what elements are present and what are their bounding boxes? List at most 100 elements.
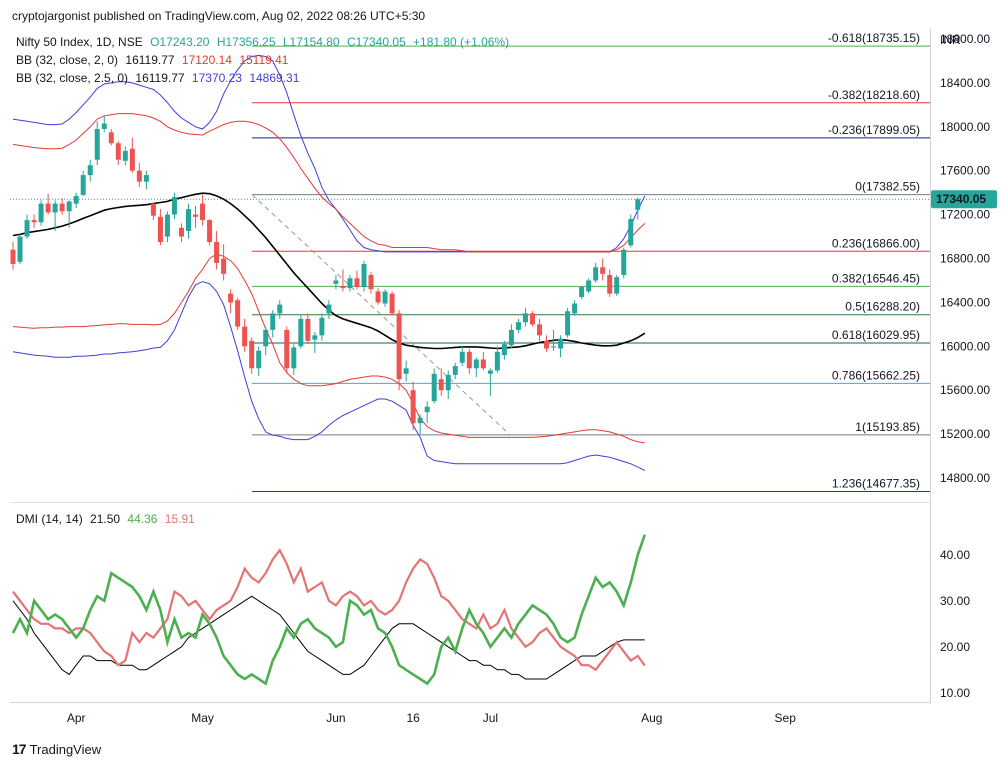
- candle-body-60: [431, 373, 437, 402]
- candle-body-24: [178, 227, 184, 237]
- candle-body-38: [277, 304, 283, 314]
- time-tick-3: 16: [406, 711, 420, 725]
- price-axis-border: [930, 28, 931, 704]
- candle-body-16: [122, 150, 128, 161]
- candle-body-72: [515, 322, 521, 330]
- bb1-legend[interactable]: BB (32, close, 2, 0) 16119.77 17120.14 1…: [16, 53, 292, 67]
- price-tick-5: 16800.00: [940, 252, 990, 266]
- dmi-label: DMI (14, 14): [16, 512, 83, 526]
- candle-body-53: [382, 291, 388, 304]
- candle-body-79: [565, 311, 571, 336]
- bb1-upper-band: [12, 113, 646, 253]
- dmi-adx: 21.50: [90, 512, 121, 526]
- candle-body-63: [452, 366, 458, 375]
- candle-9: [73, 192, 79, 209]
- candle-body-1: [17, 236, 23, 262]
- price-tick-3: 17600.00: [940, 164, 990, 178]
- candle-body-30: [221, 258, 227, 274]
- price-tick-7: 16000.00: [940, 339, 990, 353]
- candle-25: [186, 203, 191, 239]
- candle-body-32: [235, 300, 241, 327]
- candle-body-28: [207, 220, 213, 243]
- price-tick-2: 18000.00: [940, 120, 990, 134]
- fib-level-label-5: 0.382(16546.45): [832, 271, 920, 285]
- fib-level-label-8: 0.786(15662.25): [832, 368, 920, 382]
- symbol-legend[interactable]: Nifty 50 Index, 1D, NSE O17243.20 H17356…: [16, 35, 513, 49]
- dmi-tick-3: 10.00: [940, 686, 970, 700]
- candle-78: [558, 335, 564, 358]
- candle-body-34: [249, 340, 255, 369]
- candle-4: [38, 200, 44, 226]
- candle-32: [235, 298, 241, 330]
- bb2-lower: 14869.31: [249, 71, 300, 85]
- bb2-legend[interactable]: BB (32, close, 2.5, 0) 16119.77 17370.23…: [16, 71, 303, 85]
- candle-55: [396, 310, 402, 391]
- candle-20: [150, 202, 156, 221]
- price-badge-text: 17340.05: [936, 192, 986, 206]
- candle-body-81: [579, 287, 585, 297]
- candle-1: [17, 234, 23, 264]
- candle-body-59: [424, 406, 430, 413]
- candle-72: [515, 318, 521, 334]
- candle-7: [59, 198, 65, 215]
- candle-body-54: [389, 293, 395, 314]
- candle-body-61: [438, 379, 444, 391]
- price-badge-bg: [931, 190, 997, 209]
- fibonacci-retracement[interactable]: -0.618(18735.15) -0.382(18218.60) -0.236(1…: [10, 31, 930, 493]
- candle-50: [361, 260, 367, 292]
- candle-21: [157, 209, 163, 246]
- candle-body-49: [354, 278, 360, 288]
- time-tick-6: Sep: [775, 711, 797, 725]
- candle-body-64: [459, 351, 465, 363]
- candle-body-50: [361, 264, 367, 288]
- candle-2: [24, 214, 30, 239]
- candle-48: [347, 274, 353, 292]
- candle-23: [171, 192, 177, 219]
- candle-79: [565, 307, 571, 338]
- candle-body-12: [94, 128, 100, 160]
- candle-44: [319, 313, 325, 341]
- candle-35: [256, 346, 262, 376]
- candle-body-33: [242, 326, 248, 347]
- candle-body-88: [628, 218, 634, 246]
- dmi-legend[interactable]: DMI (14, 14) 21.50 44.36 15.91: [16, 512, 199, 526]
- candle-body-65: [466, 351, 472, 369]
- candle-24: [178, 223, 184, 243]
- time-tick-4: Jul: [483, 711, 498, 725]
- ohlc-open: O17243.20: [150, 35, 210, 49]
- candle-33: [242, 318, 248, 352]
- candle-22: [164, 211, 170, 243]
- candle-36: [263, 326, 269, 356]
- bb1-upper: 17120.14: [181, 53, 232, 67]
- candle-83: [593, 262, 599, 283]
- fib-level-label-9: 1(15193.85): [855, 420, 920, 434]
- candle-37: [270, 310, 276, 338]
- candle-body-89: [635, 199, 641, 210]
- candle-30: [221, 244, 227, 281]
- candle-38: [277, 300, 283, 319]
- candle-body-83: [593, 267, 599, 281]
- bb2-lower-band: [12, 281, 646, 471]
- candle-8: [66, 200, 72, 228]
- candle-body-41: [298, 318, 304, 347]
- publisher-line: cryptojargonist published on TradingView…: [12, 9, 426, 23]
- candle-body-23: [171, 197, 177, 215]
- candle-body-0: [10, 249, 16, 264]
- candle-body-84: [600, 267, 606, 274]
- fib-trend-line: [251, 194, 511, 436]
- dmi-minus-di: 15.91: [164, 512, 195, 526]
- candle-61: [438, 368, 444, 396]
- candle-58: [417, 414, 423, 435]
- fib-level-label-7: 0.618(16029.95): [832, 328, 920, 342]
- candle-86: [614, 274, 620, 296]
- tradingview-brand[interactable]: 17 TradingView: [12, 741, 101, 757]
- candle-12: [94, 121, 100, 166]
- candle-57: [410, 381, 416, 430]
- dmi-plus-di: 44.36: [127, 512, 158, 526]
- candle-13: [101, 115, 107, 133]
- ohlc-close: C17340.05: [346, 35, 406, 49]
- candle-body-7: [59, 203, 65, 212]
- candle-51: [368, 271, 374, 294]
- bollinger-bands: [12, 54, 646, 471]
